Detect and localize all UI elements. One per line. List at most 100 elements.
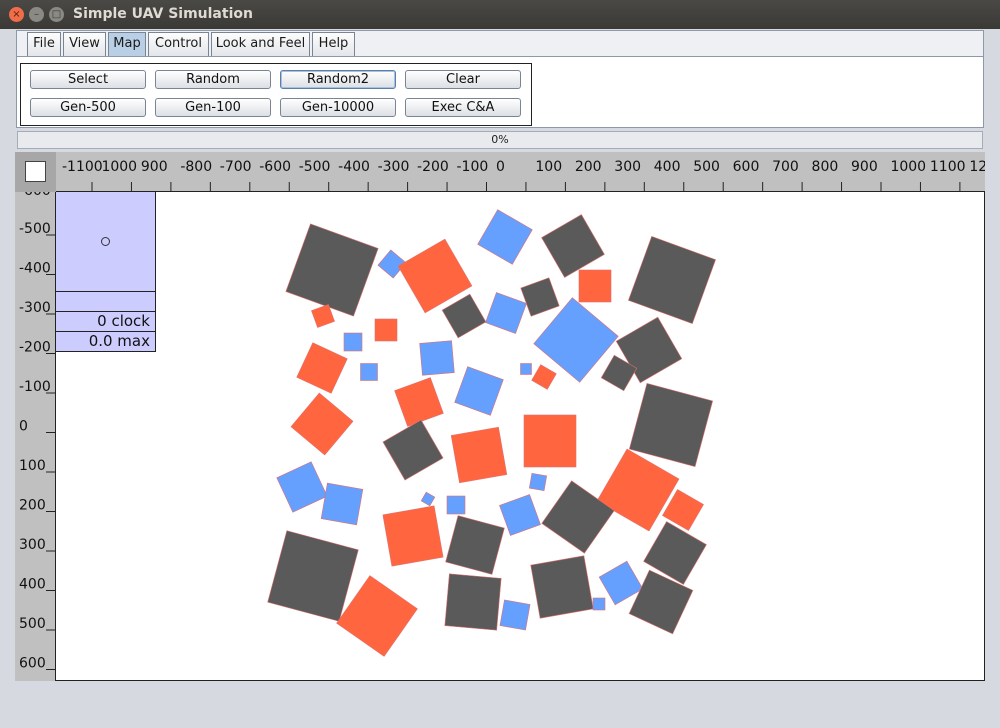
obstacle-square[interactable] bbox=[276, 461, 328, 513]
gen-10000-button[interactable]: Gen-10000 bbox=[280, 98, 396, 117]
tab-control[interactable]: Control bbox=[148, 32, 209, 56]
tab-view[interactable]: View bbox=[63, 32, 106, 56]
info-blank-row bbox=[56, 292, 156, 312]
ruler-x-label: 1000 bbox=[101, 159, 137, 175]
ruler-x-label: 500 bbox=[693, 159, 720, 175]
obstacle-square[interactable] bbox=[628, 569, 694, 635]
corner-checkbox[interactable] bbox=[25, 161, 46, 182]
obstacle-square[interactable] bbox=[531, 364, 557, 390]
obstacle-square[interactable] bbox=[296, 342, 348, 394]
obstacle-square[interactable] bbox=[444, 573, 502, 631]
menu-tab-bar: File View Map Control Look and Feel Help bbox=[16, 30, 984, 56]
tab-help[interactable]: Help bbox=[312, 32, 355, 56]
ruler-y-label: 600 bbox=[19, 656, 46, 672]
obstacle-square[interactable] bbox=[499, 494, 541, 536]
obstacle-square[interactable] bbox=[382, 505, 444, 567]
obstacle-square[interactable] bbox=[523, 414, 577, 468]
gen-100-button[interactable]: Gen-100 bbox=[155, 98, 271, 117]
random-button[interactable]: Random bbox=[155, 70, 271, 89]
ruler-y-label: 400 bbox=[19, 577, 46, 593]
obstacle-square[interactable] bbox=[445, 515, 505, 575]
obstacle-square[interactable] bbox=[628, 236, 716, 324]
select-button[interactable]: Select bbox=[30, 70, 146, 89]
obstacle-square[interactable] bbox=[454, 366, 504, 416]
obstacle-square[interactable] bbox=[360, 363, 378, 381]
close-icon[interactable]: × bbox=[9, 7, 24, 22]
ruler-x-label: -400 bbox=[338, 159, 370, 175]
ruler-y-label: 200 bbox=[19, 498, 46, 514]
obstacle-square[interactable] bbox=[477, 209, 533, 265]
ruler-x-label: 300 bbox=[614, 159, 641, 175]
ruler-y-label: -200 bbox=[19, 340, 51, 356]
obstacle-square[interactable] bbox=[485, 292, 527, 334]
max-readout: 0.0 max bbox=[56, 332, 156, 352]
clear-button[interactable]: Clear bbox=[405, 70, 521, 89]
obstacle-square[interactable] bbox=[290, 392, 354, 456]
clock-readout: 0 clock bbox=[56, 312, 156, 332]
progress-text: 0% bbox=[491, 133, 509, 146]
obstacle-square[interactable] bbox=[343, 332, 363, 352]
obstacle-square[interactable] bbox=[285, 223, 379, 317]
vertical-ruler: -600 -500 -400 -300 -200 -100 0 100 200 300 400 500… bbox=[15, 192, 56, 681]
ruler-y-label: 500 bbox=[19, 616, 46, 632]
obstacle-square[interactable] bbox=[541, 480, 615, 554]
obstacle-square[interactable] bbox=[662, 489, 704, 531]
window-title: Simple UAV Simulation bbox=[73, 6, 253, 22]
obstacle-square[interactable] bbox=[598, 560, 644, 606]
obstacle-square[interactable] bbox=[596, 448, 680, 532]
minimize-icon[interactable]: – bbox=[29, 7, 44, 22]
ruler-x-label: 800 bbox=[812, 159, 839, 175]
obstacle-square[interactable] bbox=[446, 495, 466, 515]
obstacle-square[interactable] bbox=[592, 597, 606, 611]
uav-marker-icon bbox=[101, 237, 110, 246]
map-canvas[interactable]: 0 clock 0.0 max bbox=[56, 192, 985, 681]
map-shapes[interactable] bbox=[56, 192, 985, 681]
ruler-y-label: -400 bbox=[19, 261, 51, 277]
obstacle-square[interactable] bbox=[520, 363, 532, 375]
obstacle-square[interactable] bbox=[528, 472, 548, 492]
obstacle-square[interactable] bbox=[499, 599, 531, 631]
obstacle-square[interactable] bbox=[377, 249, 407, 279]
obstacle-square[interactable] bbox=[320, 482, 364, 526]
info-preview bbox=[56, 192, 156, 292]
obstacle-square[interactable] bbox=[420, 491, 436, 507]
ruler-x-label: 700 bbox=[772, 159, 799, 175]
vertical-ruler-svg: -600 -500 -400 -300 -200 -100 0 100 200 300 400 500… bbox=[19, 192, 55, 672]
horizontal-ruler: -1100 1000 900 -800 -700 -600 -500 -400 -300 -200… bbox=[56, 152, 985, 192]
obstacle-square[interactable] bbox=[541, 214, 605, 278]
ruler-x-label: -300 bbox=[378, 159, 410, 175]
maximize-icon[interactable]: □ bbox=[49, 7, 64, 22]
obstacle-square[interactable] bbox=[628, 382, 714, 468]
obstacle-square[interactable] bbox=[267, 530, 359, 622]
obstacle-square[interactable] bbox=[520, 277, 560, 317]
random2-button[interactable]: Random2 bbox=[280, 70, 396, 89]
ruler-x-label: -700 bbox=[220, 159, 252, 175]
exec-ca-button[interactable]: Exec C&A bbox=[405, 98, 521, 117]
obstacle-square[interactable] bbox=[397, 238, 473, 314]
tab-map[interactable]: Map bbox=[108, 32, 146, 56]
ruler-corner[interactable] bbox=[15, 152, 56, 192]
ruler-x-label: 1100 bbox=[930, 159, 966, 175]
obstacle-square[interactable] bbox=[394, 377, 444, 427]
obstacle-square[interactable] bbox=[419, 340, 455, 376]
obstacle-square[interactable] bbox=[578, 269, 612, 303]
obstacle-square[interactable] bbox=[374, 318, 398, 342]
obstacle-square[interactable] bbox=[441, 293, 487, 339]
tab-look-and-feel[interactable]: Look and Feel bbox=[211, 32, 310, 56]
ruler-x-label: 900 bbox=[141, 159, 168, 175]
obstacle-square[interactable] bbox=[533, 297, 619, 383]
tab-file[interactable]: File bbox=[27, 32, 61, 56]
obstacle-square[interactable] bbox=[530, 555, 594, 619]
progress-bar: 0% bbox=[17, 131, 983, 149]
obstacle-square[interactable] bbox=[450, 426, 508, 484]
obstacle-square[interactable] bbox=[311, 304, 335, 328]
ruler-x-label: -200 bbox=[417, 159, 449, 175]
obstacle-square[interactable] bbox=[382, 419, 444, 481]
ruler-y-label-clipped: -600 bbox=[19, 192, 51, 199]
obstacle-square[interactable] bbox=[643, 521, 707, 585]
gen-500-button[interactable]: Gen-500 bbox=[30, 98, 146, 117]
obstacle-square[interactable] bbox=[336, 575, 418, 657]
obstacle-square[interactable] bbox=[600, 354, 638, 392]
title-bar: × – □ Simple UAV Simulation bbox=[0, 0, 1000, 29]
